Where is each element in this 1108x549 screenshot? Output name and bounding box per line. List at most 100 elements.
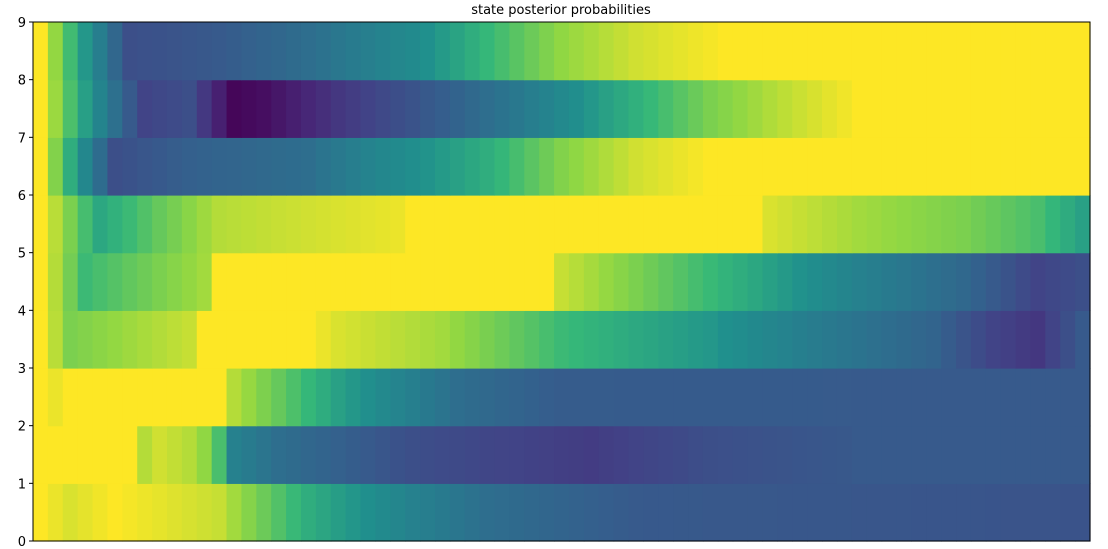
heatmap-cell [166, 310, 183, 369]
heatmap-cell [941, 137, 957, 196]
heatmap-cell [822, 368, 838, 427]
heatmap-cell [137, 79, 153, 138]
heatmap-cell [360, 483, 377, 542]
heatmap-cell [137, 425, 153, 484]
heatmap-cell [717, 252, 734, 311]
heatmap-cell [271, 79, 287, 138]
heatmap-cell [717, 425, 734, 484]
heatmap-cell [539, 368, 555, 427]
heatmap-cell [866, 252, 883, 311]
heatmap-cell [881, 195, 898, 254]
heatmap-cell [836, 195, 853, 254]
heatmap-cell [166, 195, 183, 254]
heatmap-cell [1030, 483, 1046, 542]
heatmap-cell [702, 195, 719, 254]
heatmap-cell [345, 252, 362, 311]
heatmap-cell [926, 252, 942, 311]
heatmap-cell [464, 195, 481, 254]
heatmap-cell [539, 22, 555, 81]
heatmap-cell [970, 252, 987, 311]
heatmap-cell [851, 252, 868, 311]
heatmap-cell [464, 22, 481, 81]
heatmap-cell [405, 79, 421, 138]
heatmap-cell [92, 252, 109, 311]
heatmap-cell [315, 79, 332, 138]
heatmap-cell [271, 195, 287, 254]
heatmap-cell [47, 425, 64, 484]
heatmap-cell [822, 137, 838, 196]
heatmap-cell [717, 79, 734, 138]
heatmap-cell [77, 483, 94, 542]
heatmap-cell [122, 425, 138, 484]
heatmap-cell [390, 195, 406, 254]
heatmap-cell [673, 79, 689, 138]
heatmap-cell [1075, 137, 1091, 196]
heatmap-cell [807, 425, 823, 484]
heatmap-cell [688, 483, 704, 542]
heatmap-cell [985, 22, 1002, 81]
heatmap-cell [434, 79, 451, 138]
heatmap-cell [554, 483, 570, 542]
heatmap-cell [1045, 79, 1061, 138]
heatmap-cell [851, 22, 868, 81]
heatmap-cell [405, 425, 421, 484]
heatmap-cell [777, 137, 793, 196]
heatmap-cell [836, 310, 853, 369]
heatmap-cell [554, 79, 570, 138]
heatmap-cell [300, 137, 317, 196]
heatmap-cell [390, 425, 406, 484]
heatmap-cell [851, 79, 868, 138]
heatmap-cell [509, 310, 525, 369]
heatmap-cell [405, 252, 421, 311]
heatmap-cell [226, 79, 243, 138]
heatmap-cell [688, 252, 704, 311]
heatmap-cell [941, 79, 957, 138]
heatmap-cell [122, 252, 138, 311]
heatmap-cell [122, 137, 138, 196]
heatmap-cell [92, 195, 109, 254]
heatmap-cell [256, 483, 272, 542]
heatmap-cell [464, 137, 481, 196]
heatmap-cell [196, 195, 213, 254]
heatmap-cell [762, 79, 778, 138]
heatmap-cell [1030, 310, 1046, 369]
heatmap-cell [1030, 252, 1046, 311]
heatmap-cell [1045, 483, 1061, 542]
heatmap-cell [181, 22, 198, 81]
heatmap-cell [896, 79, 912, 138]
heatmap-cell [47, 368, 64, 427]
heatmap-cell [137, 252, 153, 311]
heatmap-cell [554, 137, 570, 196]
heatmap-cell [494, 252, 510, 311]
heatmap-cell [807, 310, 823, 369]
heatmap-cell [92, 483, 109, 542]
heatmap-cell [851, 368, 868, 427]
heatmap-cell [732, 79, 749, 138]
heatmap-cell [1015, 425, 1032, 484]
heatmap-cell [494, 425, 510, 484]
heatmap-cell [286, 425, 302, 484]
heatmap-cell [345, 310, 362, 369]
heatmap-cell [494, 195, 510, 254]
heatmap-cell [866, 310, 883, 369]
heatmap-cell [524, 425, 540, 484]
heatmap-cell [449, 425, 466, 484]
heatmap-cell [62, 137, 79, 196]
heatmap-cell [77, 79, 94, 138]
heatmap-cell [554, 22, 570, 81]
heatmap-cell [196, 483, 213, 542]
heatmap-cell [33, 310, 49, 369]
heatmap-cell [896, 483, 912, 542]
heatmap-cell [643, 195, 659, 254]
heatmap-cell [777, 310, 793, 369]
heatmap-cell [479, 195, 496, 254]
heatmap-cell [345, 195, 362, 254]
heatmap-cell [598, 252, 615, 311]
heatmap-cell [449, 483, 466, 542]
heatmap-cell [598, 310, 615, 369]
heatmap-cell [911, 137, 927, 196]
heatmap-cell [166, 368, 183, 427]
heatmap-cell [375, 310, 391, 369]
heatmap-cell [420, 22, 436, 81]
